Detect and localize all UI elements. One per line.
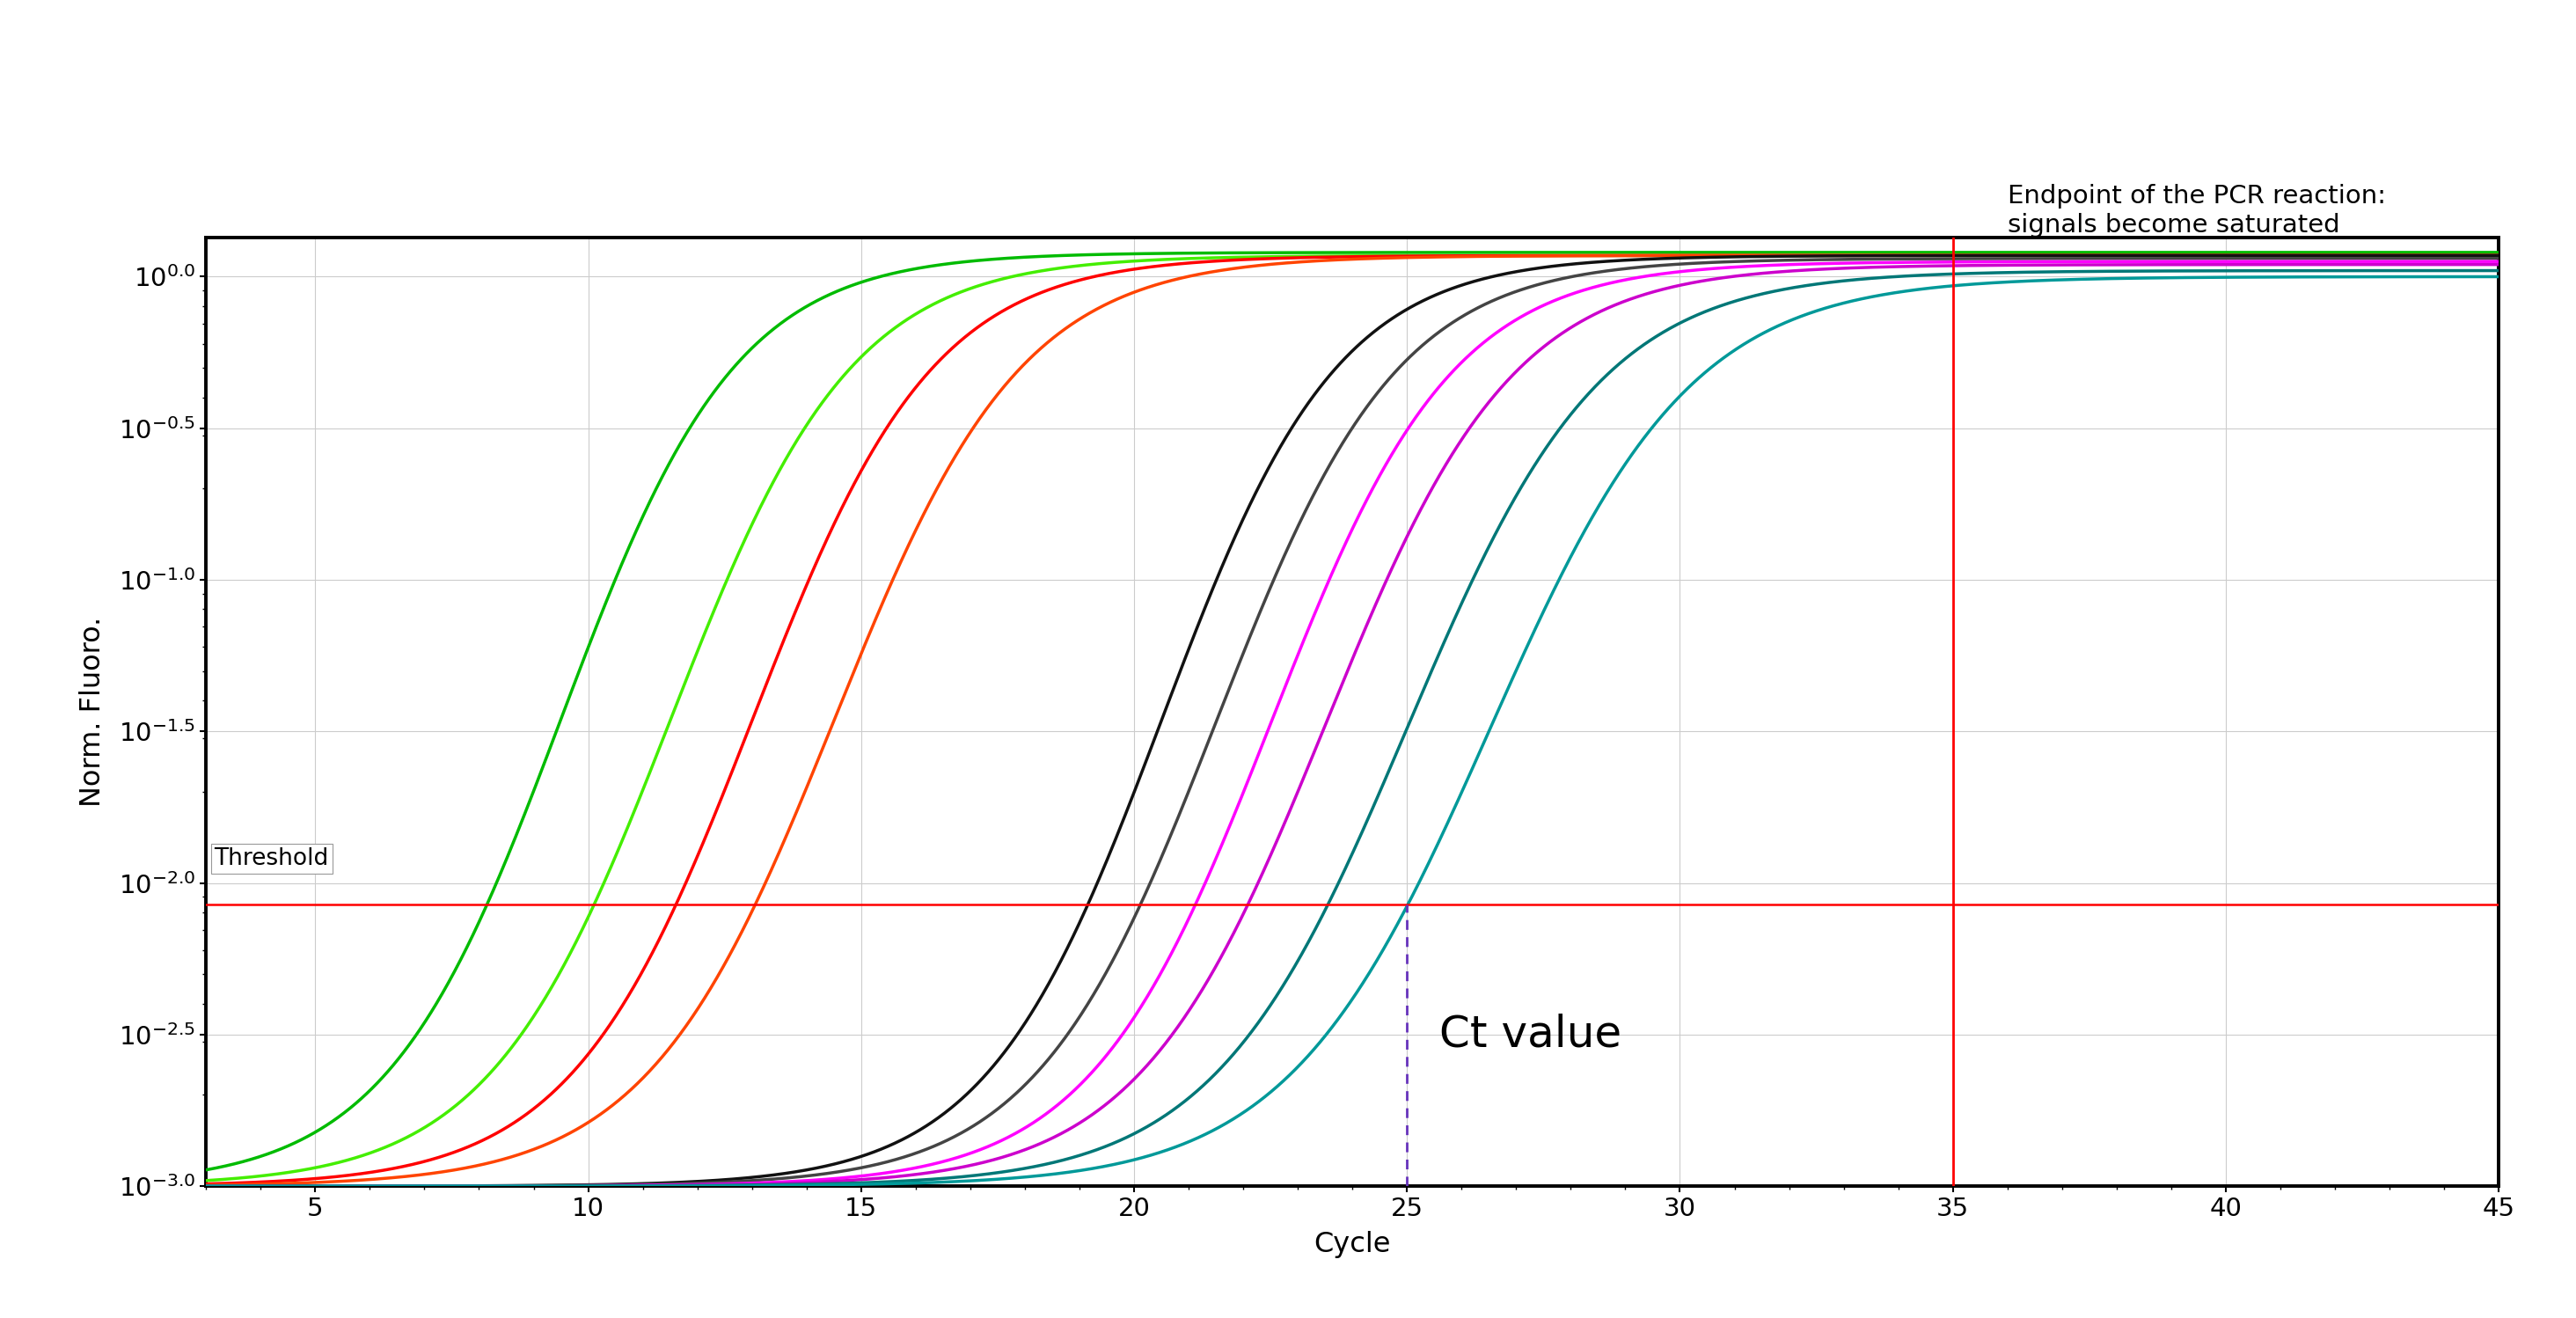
Text: Threshold: Threshold — [214, 847, 330, 870]
Y-axis label: Norm. Fluoro.: Norm. Fluoro. — [80, 617, 106, 807]
Text: Ct value: Ct value — [1440, 1014, 1623, 1056]
X-axis label: Cycle: Cycle — [1314, 1231, 1391, 1259]
Text: Endpoint of the PCR reaction:
signals become saturated: Endpoint of the PCR reaction: signals be… — [2007, 185, 2385, 237]
